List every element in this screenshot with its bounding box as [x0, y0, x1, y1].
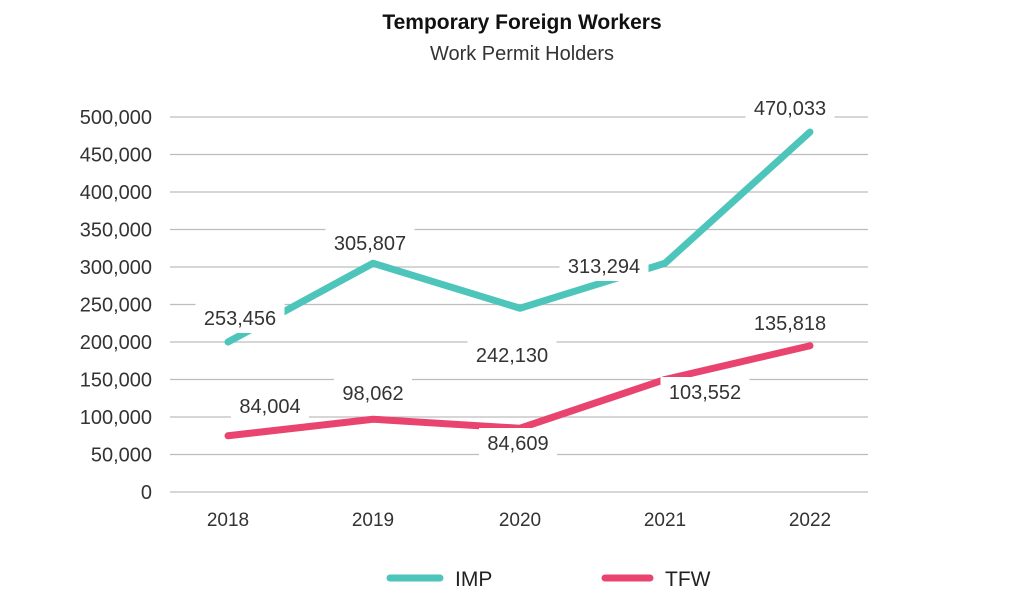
y-tick-label: 100,000 [80, 407, 152, 429]
x-tick-label: 2020 [499, 510, 541, 531]
data-label-imp: 313,294 [568, 256, 640, 278]
x-tick-label: 2018 [207, 510, 249, 531]
data-label-tfw: 103,552 [669, 382, 741, 404]
data-label-tfw: 98,062 [342, 383, 403, 405]
data-label-bg [745, 308, 835, 338]
data-label-imp: 305,807 [334, 233, 406, 255]
y-tick-label: 150,000 [80, 370, 152, 392]
data-label-imp: 470,033 [754, 98, 826, 120]
data-label-bg [479, 428, 557, 458]
series-line-imp [224, 128, 814, 346]
data-label-tfw: 135,818 [754, 313, 826, 335]
chart-title: Temporary Foreign Workers [382, 11, 661, 34]
y-tick-label: 50,000 [91, 445, 152, 467]
y-tick-label: 500,000 [80, 107, 152, 129]
data-label-bg [559, 251, 649, 281]
y-tick-label: 450,000 [80, 145, 152, 167]
data-label-bg [334, 378, 412, 408]
x-tick-label: 2022 [789, 510, 831, 531]
data-label-tfw: 84,609 [487, 433, 548, 455]
legend-label-imp: IMP [455, 568, 492, 591]
data-label-bg [467, 340, 557, 370]
data-label-bg [195, 303, 285, 333]
data-label-bg [745, 93, 835, 123]
y-tick-label: 300,000 [80, 257, 152, 279]
x-tick-label: 2021 [644, 510, 686, 531]
y-tick-label: 400,000 [80, 182, 152, 204]
x-tick-label: 2019 [352, 510, 394, 531]
y-tick-label: 200,000 [80, 332, 152, 354]
data-label-bg [325, 228, 415, 258]
data-label-tfw: 84,004 [239, 396, 300, 418]
data-label-imp: 242,130 [476, 345, 548, 367]
data-label-bg [660, 377, 750, 407]
y-tick-label: 350,000 [80, 220, 152, 242]
data-label-imp: 253,456 [204, 308, 276, 330]
data-label-bg [231, 391, 309, 421]
legend-label-tfw: TFW [665, 568, 711, 591]
chart-subtitle: Work Permit Holders [430, 43, 614, 65]
y-tick-label: 0 [141, 482, 152, 504]
y-tick-label: 250,000 [80, 295, 152, 317]
legend: IMP TFW [386, 568, 711, 591]
